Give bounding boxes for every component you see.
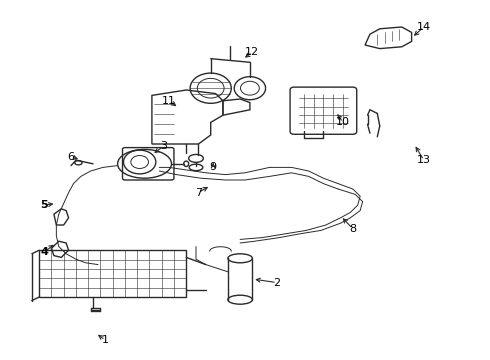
Text: 6: 6 <box>68 152 74 162</box>
Text: 13: 13 <box>417 155 431 165</box>
Text: 9: 9 <box>210 162 217 172</box>
Text: 12: 12 <box>245 47 259 57</box>
Text: 3: 3 <box>161 141 168 151</box>
Text: 1: 1 <box>102 335 109 345</box>
Text: 8: 8 <box>349 224 356 234</box>
Text: 5: 5 <box>40 200 48 210</box>
Text: 4: 4 <box>40 247 48 257</box>
Text: 10: 10 <box>336 117 350 127</box>
Text: 14: 14 <box>417 22 431 32</box>
Text: 11: 11 <box>162 96 176 106</box>
Text: 7: 7 <box>195 188 202 198</box>
Text: 2: 2 <box>273 278 280 288</box>
